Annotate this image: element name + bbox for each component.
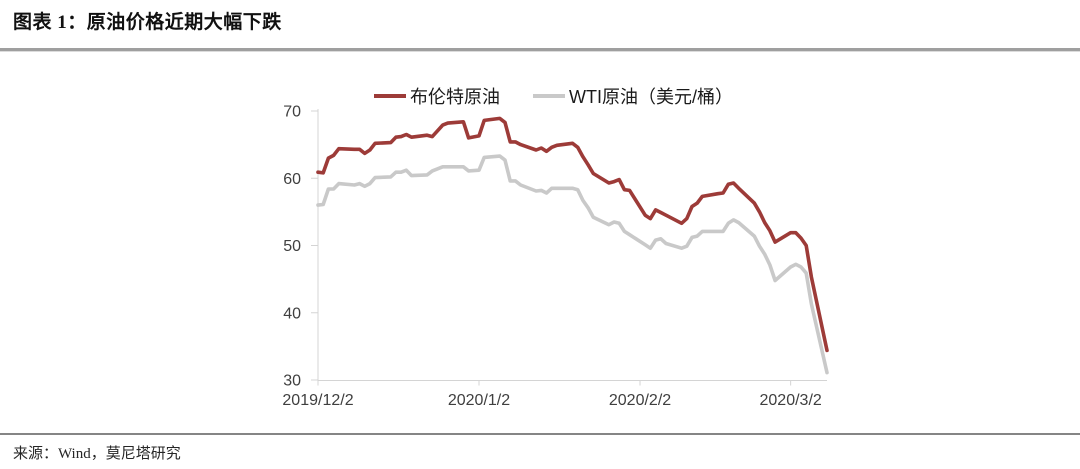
brent-line [316,116,829,353]
y-axis-ticks: 30 40 50 60 70 [283,104,318,390]
chart-legend: 布伦特原油 WTI原油（美元/桶） [374,87,733,107]
chart-title: 图表 1：原油价格近期大幅下跌 [13,12,282,33]
legend-brent-label: 布伦特原油 [410,87,500,107]
x-tick-label: 2020/1/2 [448,392,510,409]
x-axis-ticks: 2019/12/2 2020/1/2 2020/2/2 2020/3/2 [282,380,822,409]
top-divider [0,48,1080,52]
y-tick-label: 30 [283,373,301,390]
bottom-divider [0,433,1080,435]
y-tick-label: 60 [283,171,301,188]
wti-line [316,154,829,375]
y-tick-label: 70 [283,104,301,121]
legend-wti-label: WTI原油（美元/桶） [569,87,733,107]
y-tick-label: 40 [283,305,301,322]
source-note: 来源：Wind，莫尼塔研究 [13,446,181,462]
x-tick-label: 2020/3/2 [760,392,822,409]
x-tick-label: 2020/2/2 [609,392,671,409]
legend-item-brent: 布伦特原油 [374,87,500,107]
legend-item-wti: WTI原油（美元/桶） [533,87,733,107]
y-tick-label: 50 [283,238,301,255]
x-tick-label: 2019/12/2 [282,392,353,409]
